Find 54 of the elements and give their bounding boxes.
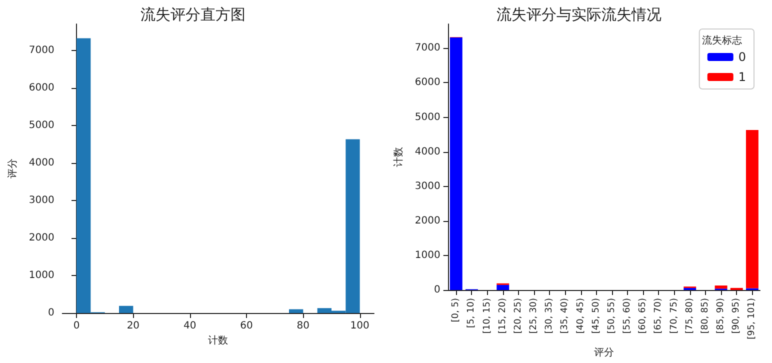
x-tick-label: [90, 95): [732, 298, 742, 334]
x-tick-label: [5, 10): [466, 298, 477, 328]
x-tick-label: 80: [296, 320, 310, 332]
y-axis-title: 评分: [6, 158, 18, 178]
y-tick-label: 1000: [414, 250, 440, 261]
chart-title: 流失评分直方图: [140, 6, 246, 24]
x-tick-label: [10, 15): [482, 298, 492, 334]
y-tick-label: 3000: [414, 180, 440, 192]
x-tick-label: 100: [350, 320, 370, 332]
y-tick-label: 4000: [28, 157, 54, 168]
x-tick-label: [70, 75): [669, 298, 680, 334]
chart-title: 流失评分与实际流失情况: [496, 6, 662, 24]
y-tick-label: 7000: [414, 42, 440, 54]
x-tick-label: [30, 35): [544, 298, 555, 334]
bar: [746, 130, 758, 288]
x-tick-label: [65, 70): [654, 298, 664, 334]
bar: [496, 284, 510, 290]
y-tick-label: 2000: [28, 232, 54, 244]
x-tick-label: [95, 101): [747, 298, 758, 340]
x-tick-label: 0: [73, 320, 80, 332]
y-tick-label: 0: [434, 284, 440, 296]
x-tick-label: 20: [126, 320, 140, 332]
x-axis-title: 评分: [594, 346, 614, 358]
x-tick-label: [40, 45): [576, 298, 586, 334]
bar: [714, 286, 728, 289]
x-tick-label: [25, 30): [529, 298, 540, 334]
x-tick-label: [35, 40): [560, 298, 570, 334]
x-tick-label: [75, 80): [684, 298, 695, 334]
x-tick-label: [60, 65): [638, 298, 648, 334]
bar: [450, 37, 462, 290]
x-tick-label: 40: [183, 320, 196, 332]
x-tick-label: [15, 20): [498, 298, 508, 334]
y-tick-label: 5000: [28, 120, 54, 131]
y-axis-title: 计数: [392, 147, 404, 167]
x-tick-label: [0, 5): [451, 298, 462, 322]
x-tick-label: [80, 85): [700, 298, 710, 334]
legend-label: 1: [738, 70, 746, 84]
y-tick-label: 7000: [28, 44, 54, 56]
x-tick-label: [85, 90): [716, 298, 726, 334]
y-tick-label: 1000: [28, 270, 54, 281]
y-tick-label: 2000: [414, 215, 440, 226]
y-tick-label: 3000: [28, 194, 54, 206]
legend-label: 0: [738, 50, 746, 64]
x-tick-label: [55, 60): [622, 298, 633, 334]
x-tick-label: [20, 25): [513, 298, 524, 334]
x-tick-label: [45, 50): [591, 298, 602, 334]
y-tick-label: 6000: [28, 82, 54, 94]
x-axis-title: 计数: [208, 334, 228, 346]
y-tick-label: 4000: [414, 146, 440, 158]
x-tick-label: [50, 55): [606, 298, 617, 334]
x-tick-label: 60: [240, 320, 253, 332]
legend-title: 流失标志: [702, 34, 742, 46]
y-tick-label: 6000: [414, 77, 440, 88]
y-tick-label: 5000: [414, 112, 440, 123]
